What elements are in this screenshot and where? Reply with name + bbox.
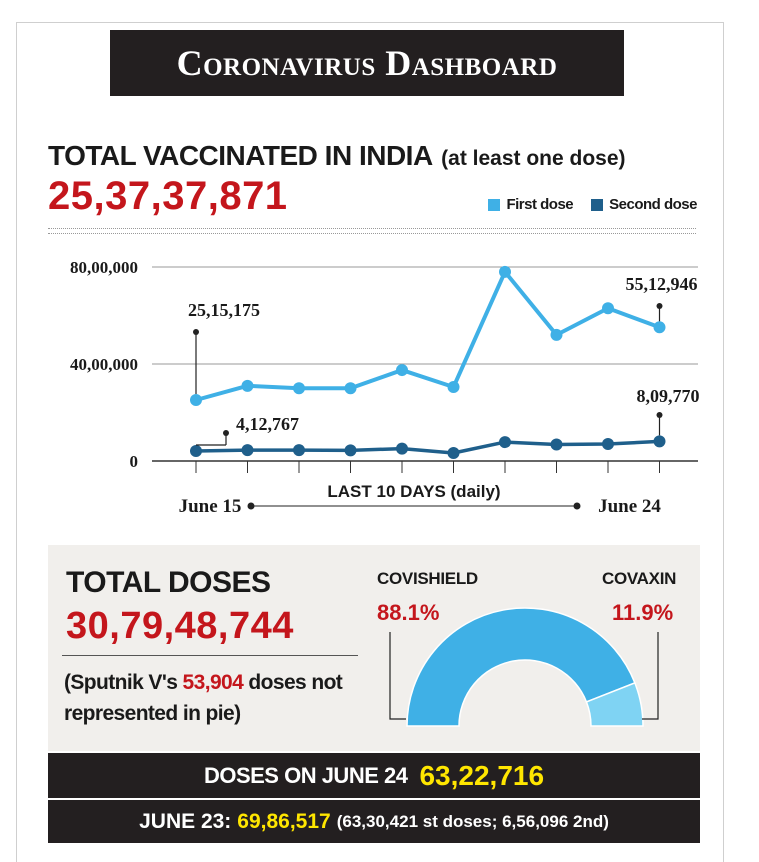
x-start-label: June 15 [179,496,242,517]
legend-first-dose: First dose [488,196,574,213]
annotation-dot [223,430,229,436]
sputnik-note-value: 53,904 [182,671,244,694]
annotation-second-end: 8,09,770 [637,386,700,406]
vaccine-share-half-donut [389,607,659,727]
covishield-label: COVISHIELD [377,569,478,588]
vaccinated-title: TOTAL VACCINATED IN INDIA [48,140,433,171]
first-dose-point [499,265,511,278]
first-dose-point [447,381,460,394]
doses-june23-bar: JUNE 23: 69,86,517 (63,30,421 st doses; … [48,800,700,843]
total-doses-value: 30,79,48,744 [66,605,294,647]
first-dose-point [190,394,202,407]
second-dose-point [550,438,563,451]
second-dose-point [499,436,511,449]
y-tick-label: 80,00,000 [70,258,138,277]
first-dose-point [602,302,614,315]
annotation-dot [656,303,663,309]
series-line-second-dose [195,439,660,455]
x-end-label: June 24 [598,496,661,517]
doses-june23-label: JUNE 23: [139,809,232,833]
covaxin-percent: 11.9% [612,600,674,625]
sputnik-note-prefix: (Sputnik V's [64,671,183,694]
divider-dotted-1 [48,228,696,229]
total-doses-rule [62,655,358,656]
covishield-leader [389,632,406,720]
doses-june23-breakdown: (63,30,421 st doses; 6,56,096 2nd) [336,811,609,831]
divider-dotted-2 [48,233,696,234]
second-dose-point [241,444,254,457]
first-dose-point [396,364,408,377]
total-doses-label: TOTAL DOSES [66,566,271,599]
second-dose-point [602,438,614,451]
second-dose-point [190,444,202,457]
covishield-slice [406,607,636,727]
second-dose-point [344,444,357,457]
second-dose-point [396,442,408,455]
covaxin-slice [585,681,644,727]
annotation-first-start: 25,15,175 [188,300,260,320]
annotation-first-end: 55,12,946 [626,274,698,294]
first-dose-point [653,321,666,334]
vaccinated-total: 25,37,37,871 [48,174,288,218]
legend-second-dose: Second dose [591,196,697,213]
x-axis-title: LAST 10 DAYS (daily) [327,482,500,501]
covaxin-label: COVAXIN [602,569,677,588]
annotation-dot [193,329,199,335]
series-line-first-dose [195,269,661,402]
vaccinated-subtitle: (at least one dose) [441,147,626,170]
y-tick-label: 0 [130,452,139,471]
daily-doses-line-chart: 80,00,000 40,00,000 0 25,15,175 55,12,946 4,1… [70,258,700,517]
annotation-dot [656,412,663,418]
annotation-second-start: 4,12,767 [236,414,299,434]
x-range-dot-end [573,502,581,510]
sputnik-note: (Sputnik V's 53,904 doses not represente… [64,667,364,729]
first-dose-point [550,328,563,341]
covishield-percent: 88.1% [377,600,440,625]
first-dose-point [241,379,254,392]
second-dose-point [653,435,666,448]
x-range-dot-start [247,502,255,510]
covaxin-leader [642,632,659,720]
legend-second-swatch [591,198,604,211]
doses-june23-value: 69,86,517 [237,809,331,833]
legend-second-label: Second dose [609,196,697,213]
second-dose-point [447,446,460,459]
legend-first-swatch [488,198,501,211]
chart-legend: First dose Second dose [488,196,697,213]
doses-june24-value: 63,22,716 [419,759,545,791]
y-tick-label: 40,00,000 [70,355,138,374]
second-dose-point [293,444,305,457]
sputnik-note-suffix: doses not represented in pie) [64,671,343,725]
first-dose-point [344,382,357,395]
doses-june24-label: DOSES ON JUNE 24 [203,762,408,788]
dashboard-banner: Coronavirus Dashboard [110,30,624,96]
vaccinated-heading: TOTAL VACCINATED IN INDIA (at least one … [48,140,626,172]
dashboard-frame [16,22,724,862]
legend-first-label: First dose [506,196,574,213]
first-dose-point [293,382,305,395]
doses-june24-bar: DOSES ON JUNE 24 63,22,716 [48,753,700,798]
